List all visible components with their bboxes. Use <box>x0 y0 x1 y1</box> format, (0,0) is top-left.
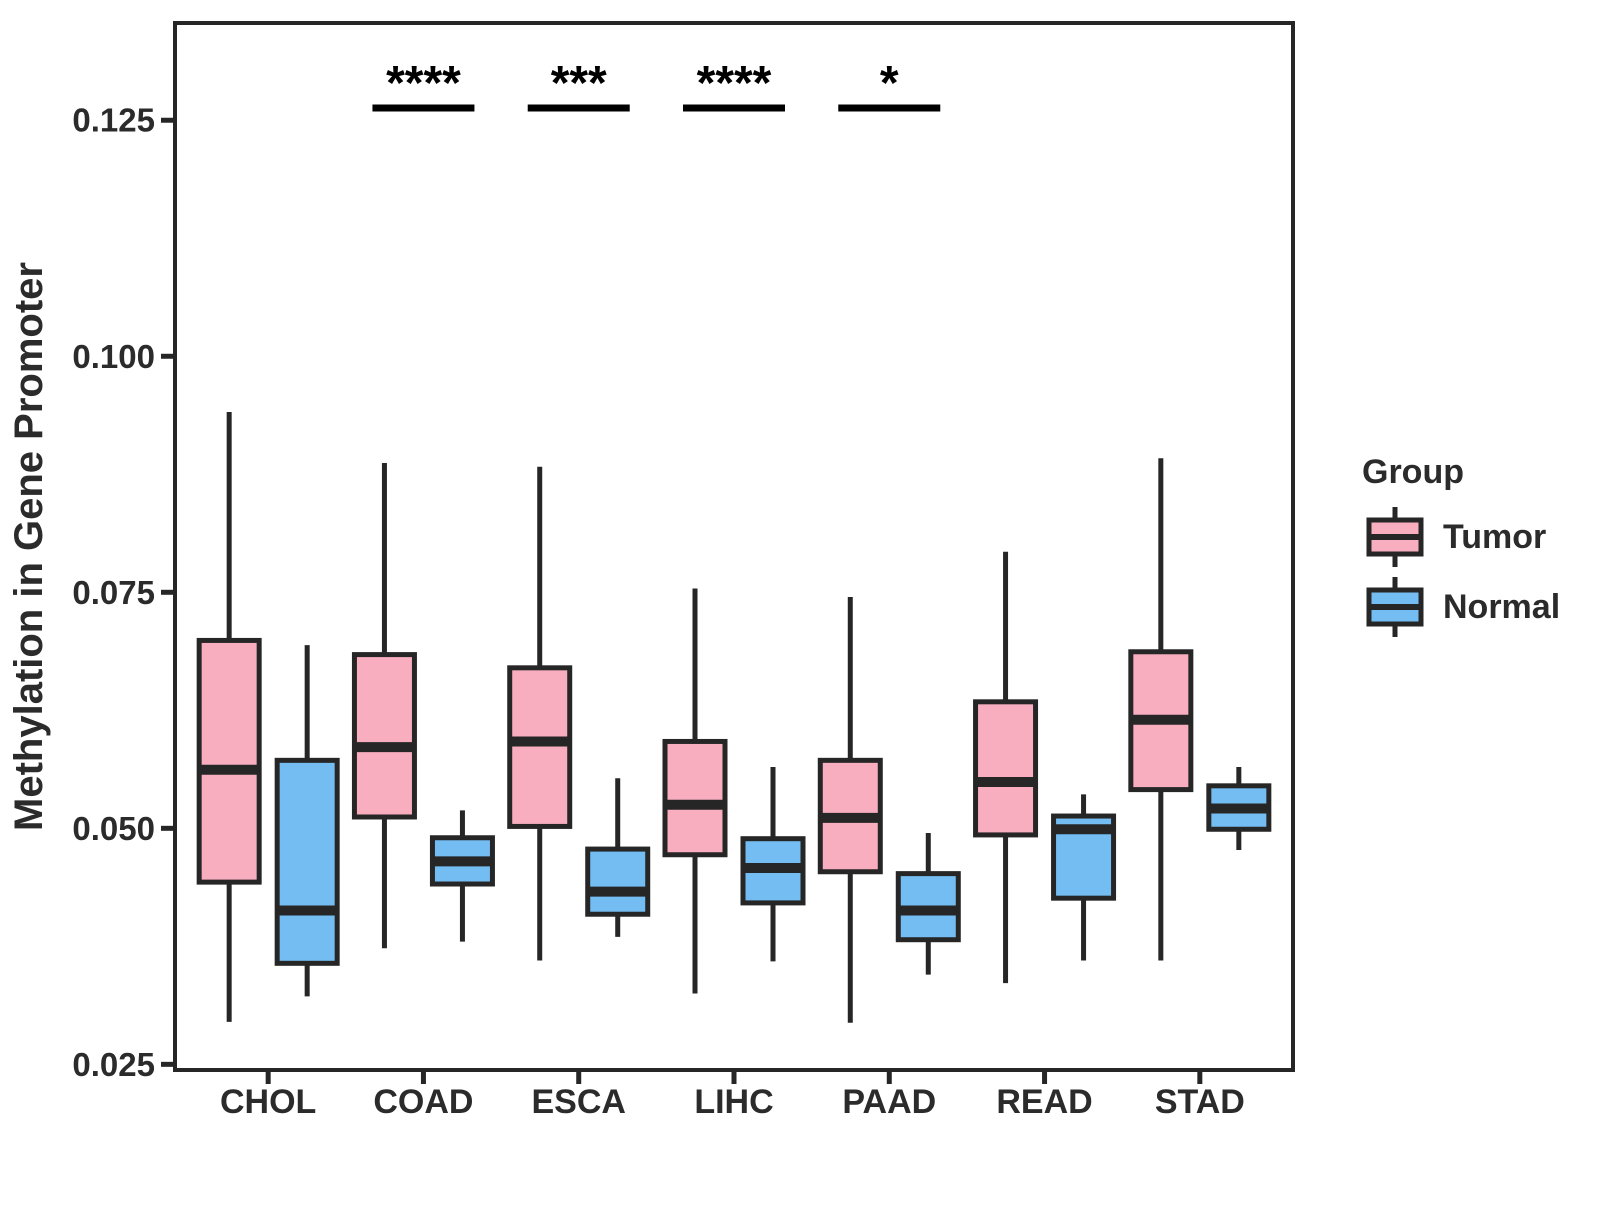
boxplot-COAD-Tumor <box>351 462 417 949</box>
boxplot-LIHC-Tumor <box>662 588 728 994</box>
boxplot-READ-Normal <box>1051 794 1117 961</box>
boxplot-STAD-Normal <box>1206 766 1272 851</box>
significance-label-COAD: **** <box>386 57 461 110</box>
boxplot-CHOL-Tumor <box>196 411 262 1022</box>
significance-label-PAAD: * <box>880 57 899 110</box>
iqr-box <box>196 637 262 885</box>
boxplot-READ-Tumor <box>973 551 1039 984</box>
boxplot-PAAD-Normal <box>895 833 961 975</box>
y-axis-title: Methylation in Gene Promoter <box>7 262 51 831</box>
boxplot-PAAD-Tumor <box>817 597 883 1023</box>
iqr-box <box>274 757 340 966</box>
boxplot-STAD-Tumor <box>1128 458 1194 961</box>
y-tick-label: 0.025 <box>72 1046 155 1083</box>
x-tick-label-PAAD: PAAD <box>842 1083 936 1121</box>
legend-label-tumor: Tumor <box>1443 518 1546 556</box>
y-tick-label: 0.100 <box>72 338 155 375</box>
iqr-box <box>507 665 573 829</box>
iqr-box <box>973 699 1039 838</box>
significance-label-ESCA: *** <box>551 57 607 110</box>
y-tick-label: 0.075 <box>72 574 155 611</box>
boxplot-CHOL-Normal <box>274 645 340 997</box>
boxplot-LIHC-Normal <box>740 766 806 962</box>
iqr-box <box>351 652 417 820</box>
boxplot-ESCA-Normal <box>585 778 651 937</box>
x-tick-label-ESCA: ESCA <box>531 1083 625 1121</box>
legend-item-tumor: Tumor <box>1366 507 1546 567</box>
significance-label-LIHC: **** <box>697 57 772 110</box>
panel-border <box>173 21 1295 1072</box>
x-tick-label-STAD: STAD <box>1155 1083 1245 1121</box>
y-tick-label: 0.050 <box>72 810 155 847</box>
y-tick-label: 0.125 <box>72 102 155 139</box>
boxplot-ESCA-Tumor <box>507 466 573 961</box>
legend-label-normal: Normal <box>1443 588 1560 626</box>
x-tick-label-COAD: COAD <box>373 1083 473 1121</box>
x-tick-label-READ: READ <box>996 1083 1092 1121</box>
x-tick-label-CHOL: CHOL <box>220 1083 316 1121</box>
legend-title: Group <box>1362 453 1464 491</box>
x-tick-label-LIHC: LIHC <box>694 1083 773 1121</box>
iqr-box <box>662 738 728 858</box>
iqr-box <box>585 846 651 917</box>
boxplot-COAD-Normal <box>429 810 495 942</box>
legend-item-normal: Normal <box>1366 577 1560 637</box>
